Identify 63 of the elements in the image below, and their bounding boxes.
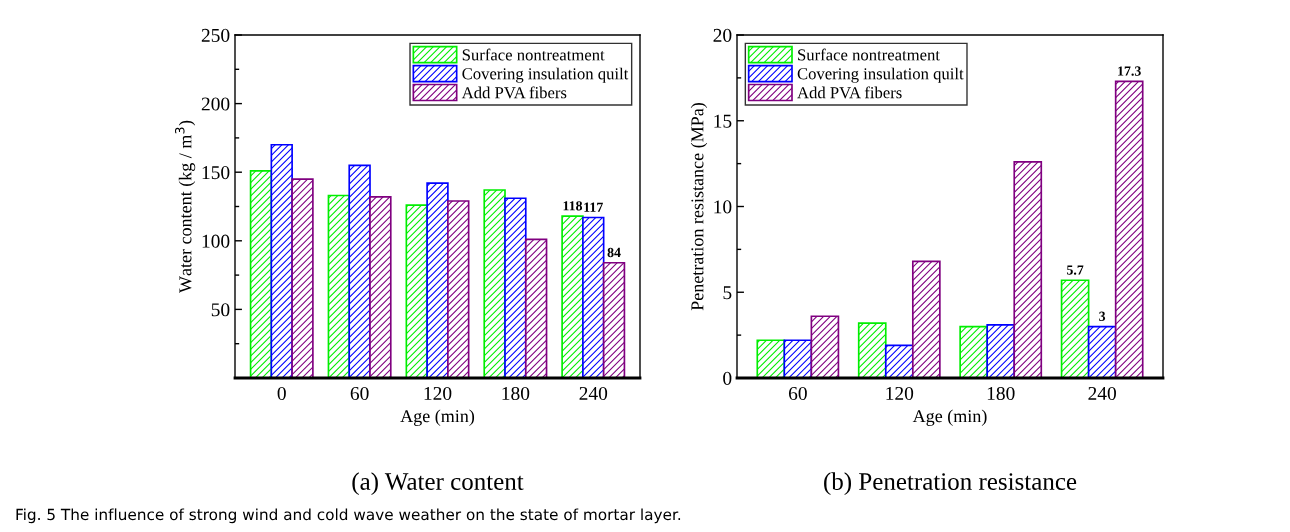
bar	[249, 169, 273, 378]
data-label: 5.7	[1066, 265, 1084, 275]
bar	[756, 339, 786, 378]
x-tick-label: 240	[579, 386, 608, 401]
x-tick-label: 60	[788, 386, 807, 401]
bar	[582, 216, 605, 378]
bar	[291, 178, 314, 378]
y-tick-label: 20	[713, 28, 732, 42]
bar	[426, 182, 449, 378]
data-label: 17.3	[1118, 66, 1141, 76]
bar	[959, 325, 989, 378]
x-tick-label: 180	[987, 386, 1015, 401]
data-label: 117	[584, 202, 603, 212]
bar	[1114, 80, 1144, 378]
text: (b) Penetration resistance	[824, 472, 1077, 496]
bar	[447, 200, 470, 378]
x-axis-title: Age (min)	[400, 409, 475, 426]
y-tick-label: 150	[202, 166, 230, 180]
x-tick-label: 240	[1088, 386, 1116, 401]
x-axis-title: Age (min)	[912, 409, 987, 426]
x-tick-label: 120	[886, 386, 914, 401]
y-tick-label: 10	[714, 200, 732, 214]
bar	[783, 339, 813, 378]
text: (a) Water content	[352, 472, 524, 496]
bar	[270, 143, 293, 378]
y-tick-label: 250	[201, 28, 230, 42]
bar	[483, 189, 506, 378]
y-axis-title: Water content (kg / m$^{3}$)	[175, 120, 196, 294]
y-axis-title: Penetration resistance (MPa)	[690, 103, 708, 311]
bar	[602, 261, 626, 378]
y-tick-label: 200	[201, 97, 230, 111]
x-tick-label: 60	[350, 386, 369, 401]
legend-label: Add PVA fibers	[797, 86, 902, 99]
x-tick-label: 0	[277, 386, 286, 401]
data-label: 3	[1099, 311, 1106, 321]
bar	[369, 196, 392, 378]
bar	[986, 323, 1016, 378]
bar	[1013, 161, 1043, 378]
bar	[1060, 279, 1090, 378]
bar	[911, 260, 941, 378]
caption: Fig. 5 The influence of strong wind and cold wave weather on the state of mortar layer.	[16, 508, 681, 524]
bar	[1087, 325, 1117, 378]
x-tick-label: 180	[502, 386, 530, 401]
legend-label: Covering insulation quilt	[462, 67, 629, 83]
legend-label: Add PVA fibers	[461, 86, 567, 99]
data-label: 118	[563, 201, 583, 211]
legend-label: Covering insulation quilt	[797, 67, 964, 83]
x-tick-label: 120	[424, 386, 452, 401]
y-tick-label: 5	[723, 286, 732, 300]
bar	[810, 315, 840, 378]
y-tick-label: 15	[714, 114, 732, 128]
legend-label: Surface nontreatment	[462, 48, 605, 61]
bar	[504, 197, 527, 378]
bar	[857, 322, 887, 378]
legend-label: Surface nontreatment	[798, 48, 940, 61]
y-tick-label: 0	[723, 371, 732, 385]
bar	[524, 238, 548, 378]
bar	[884, 344, 914, 378]
data-label: 84	[607, 247, 621, 258]
y-tick-label: 50	[211, 303, 230, 317]
y-tick-label: 100	[202, 234, 230, 248]
bar	[561, 215, 584, 378]
bar	[348, 164, 371, 378]
